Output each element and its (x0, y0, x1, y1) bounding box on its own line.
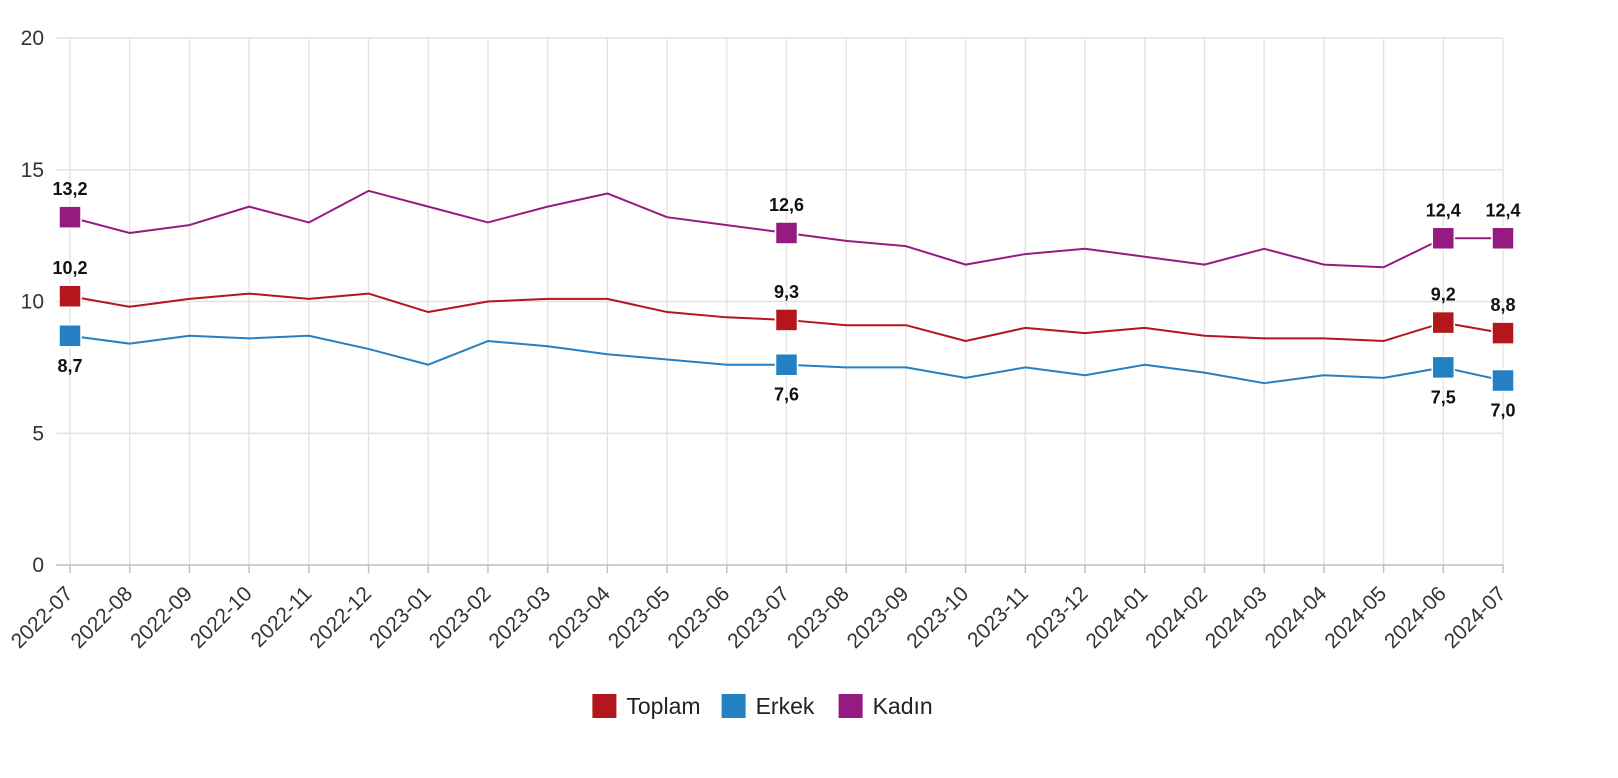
x-tick-label: 2022-10 (186, 582, 257, 653)
data-marker-kadın[interactable] (1431, 226, 1456, 251)
legend-item-toplam[interactable]: Toplam (592, 693, 701, 719)
x-tick-label: 2024-07 (1440, 582, 1511, 653)
x-tick-label: 2023-11 (963, 582, 1033, 652)
data-label-kadın: 13,2 (52, 179, 87, 199)
data-marker-kadın[interactable] (58, 205, 82, 229)
data-label-erkek: 8,7 (57, 356, 82, 376)
data-marker-erkek[interactable] (1491, 368, 1515, 393)
data-label-kadın: 12,4 (1426, 200, 1461, 220)
data-label-toplam: 9,2 (1431, 285, 1456, 305)
data-label-kadın: 12,6 (769, 195, 804, 215)
data-marker-kadın[interactable] (1491, 226, 1515, 251)
data-labels: 10,2 9,3 9,2 8,8 8,7 7,6 7,5 7,0 13,2 12,6 12,4 12,… (52, 179, 1520, 420)
x-tick-label: 2023-08 (783, 582, 854, 653)
x-tick-label: 2023-12 (1022, 582, 1093, 653)
x-tick-label: 2024-03 (1201, 582, 1272, 653)
data-label-erkek: 7,6 (774, 385, 799, 405)
y-tick-label: 0 (32, 554, 44, 577)
legend-swatch (721, 694, 746, 718)
x-tick-label: 2023-05 (604, 582, 675, 653)
x-tick-label: 2024-05 (1320, 582, 1391, 653)
x-tick-label: 2022-08 (66, 582, 137, 653)
data-label-toplam: 10,2 (52, 258, 87, 278)
y-tick-label: 10 (21, 291, 44, 314)
legend-item-erkek[interactable]: Erkek (721, 693, 815, 719)
data-marker-erkek[interactable] (1431, 355, 1456, 380)
x-tick-label: 2022-07 (7, 582, 78, 653)
x-tick-label: 2024-02 (1141, 582, 1212, 653)
y-tick-label: 20 (21, 27, 44, 50)
legend-label: Kadın (873, 693, 933, 719)
legend-item-kadın[interactable]: Kadın (838, 693, 933, 719)
y-tick-label: 15 (21, 159, 44, 182)
legend: Toplam Erkek Kadın (592, 693, 933, 719)
legend-swatch (592, 694, 617, 718)
x-tick-label: 2024-01 (1082, 582, 1153, 653)
legend-label: Erkek (756, 693, 815, 719)
data-marker-toplam[interactable] (1491, 321, 1515, 345)
data-label-erkek: 7,0 (1490, 401, 1515, 421)
series-markers (58, 205, 1515, 393)
grid-lines (56, 37, 1504, 565)
data-marker-toplam[interactable] (774, 308, 799, 332)
legend-swatch (838, 694, 863, 718)
x-tick-label: 2023-06 (664, 582, 735, 653)
x-tick-label: 2023-07 (723, 582, 794, 653)
data-label-kadın: 12,4 (1485, 200, 1520, 220)
x-tick-label: 2023-10 (902, 582, 973, 653)
x-tick-label: 2023-09 (843, 582, 914, 653)
x-tick-label: 2023-02 (425, 582, 496, 653)
x-tick-label: 2022-11 (247, 582, 317, 652)
x-tick-label: 2023-01 (365, 582, 436, 653)
y-tick-label: 5 (32, 422, 44, 445)
x-tick-label: 2023-03 (484, 582, 555, 653)
data-marker-erkek[interactable] (774, 352, 799, 377)
legend-label: Toplam (626, 693, 700, 719)
x-tick-label: 2022-12 (305, 582, 376, 653)
x-tick-label: 2024-04 (1261, 582, 1332, 653)
x-tick-label: 2022-09 (126, 582, 197, 653)
data-marker-kadın[interactable] (774, 221, 799, 245)
x-tick-label: 2024-06 (1380, 582, 1451, 653)
data-marker-toplam[interactable] (1431, 310, 1456, 335)
data-label-erkek: 7,5 (1431, 387, 1456, 407)
data-label-toplam: 9,3 (774, 282, 799, 302)
axes: 051015202022-072022-082022-092022-102022… (7, 27, 1511, 653)
data-label-toplam: 8,8 (1490, 295, 1515, 315)
data-marker-erkek[interactable] (58, 324, 82, 348)
data-marker-toplam[interactable] (58, 284, 82, 308)
x-tick-label: 2023-04 (544, 582, 615, 653)
